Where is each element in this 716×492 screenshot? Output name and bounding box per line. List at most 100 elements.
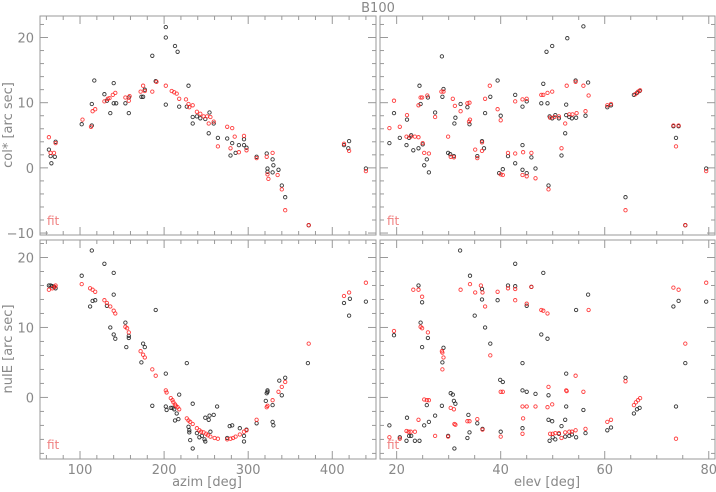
- fit-point: [264, 154, 269, 159]
- fit-point: [439, 89, 444, 94]
- observed-point: [241, 439, 247, 444]
- observed-point: [441, 86, 446, 92]
- fit-point: [177, 407, 182, 412]
- fit-point: [465, 419, 470, 424]
- fit-point: [279, 187, 284, 192]
- x-tick-label: 40: [492, 463, 509, 478]
- fit-point: [524, 301, 529, 306]
- fit-point: [605, 103, 610, 108]
- observed-point: [265, 388, 270, 393]
- observed-point: [452, 446, 457, 451]
- fit-point: [270, 150, 275, 156]
- observed-point: [163, 102, 168, 107]
- observed-point: [475, 421, 480, 426]
- observed-point: [417, 438, 422, 443]
- observed-point: [500, 167, 505, 172]
- fit-point: [547, 431, 553, 436]
- observed-point: [623, 375, 628, 380]
- fit-point: [450, 96, 455, 101]
- fit-point: [478, 283, 484, 288]
- observed-point: [520, 388, 525, 393]
- fit-point: [404, 428, 409, 434]
- fit-point: [495, 107, 500, 112]
- observed-point: [520, 360, 525, 366]
- fit-point: [556, 430, 562, 436]
- observed-point: [305, 360, 311, 366]
- observed-point: [207, 413, 212, 418]
- observed-point: [559, 423, 564, 429]
- fit-point: [559, 435, 564, 441]
- fit-point: [581, 389, 586, 394]
- observed-point: [163, 35, 168, 40]
- fit-point: [53, 283, 58, 288]
- observed-point: [230, 423, 235, 428]
- observed-point: [608, 425, 614, 430]
- fit-point: [190, 103, 195, 108]
- observed-point: [488, 341, 493, 346]
- fit-point: [194, 426, 200, 431]
- fit-point: [567, 429, 572, 434]
- observed-point: [270, 402, 275, 408]
- observed-point: [498, 377, 503, 383]
- observed-point: [225, 136, 230, 141]
- observed-point: [546, 417, 551, 422]
- series-fit: [387, 280, 709, 441]
- fit-point: [498, 118, 503, 123]
- fit-point: [550, 89, 555, 94]
- observed-point: [90, 298, 95, 304]
- series-observed: [46, 24, 369, 228]
- observed-point: [533, 391, 538, 397]
- fit-point: [569, 429, 575, 434]
- observed-point: [172, 43, 178, 49]
- fit-point: [683, 341, 688, 346]
- observed-point: [206, 131, 211, 136]
- observed-point: [550, 43, 555, 49]
- fit-point: [498, 172, 503, 177]
- fit-point: [51, 150, 57, 156]
- observed-point: [488, 94, 493, 99]
- observed-point: [453, 401, 458, 406]
- fit-point: [53, 140, 58, 146]
- fit-point: [306, 341, 311, 346]
- fit-point: [480, 290, 485, 295]
- observed-point: [546, 393, 551, 398]
- observed-point: [228, 153, 233, 158]
- observed-point: [108, 325, 113, 330]
- fit-point: [583, 109, 588, 114]
- observed-point: [498, 113, 503, 118]
- fit-point: [190, 421, 195, 427]
- observed-point: [126, 335, 131, 341]
- fit-point: [254, 155, 259, 161]
- observed-point: [448, 152, 453, 157]
- fit-point: [270, 398, 275, 403]
- fit-point: [404, 112, 410, 118]
- observed-point: [163, 371, 168, 376]
- observed-point: [581, 24, 586, 29]
- observed-point: [387, 423, 392, 428]
- observed-point: [426, 419, 432, 425]
- fit-point: [500, 172, 505, 178]
- observed-point: [416, 283, 421, 288]
- observed-point: [346, 146, 351, 151]
- fit-point: [406, 429, 411, 434]
- fit-point: [533, 176, 538, 181]
- observed-point: [346, 313, 352, 318]
- observed-point: [432, 110, 438, 115]
- fit-point: [505, 286, 511, 291]
- observed-point: [583, 113, 588, 118]
- observed-point: [524, 303, 529, 308]
- fit-point: [432, 114, 438, 120]
- fit-point: [500, 389, 505, 394]
- observed-point: [404, 438, 409, 443]
- observed-point: [417, 83, 422, 88]
- observed-point: [111, 292, 116, 297]
- observed-point: [89, 101, 94, 107]
- observed-point: [270, 157, 275, 162]
- y-tick-label: 20: [17, 32, 34, 47]
- plot-frame: [39, 15, 377, 236]
- fit-point: [397, 124, 402, 129]
- fit-point: [123, 95, 128, 100]
- fit-point: [204, 114, 210, 119]
- series-observed: [387, 24, 709, 228]
- fit-point: [631, 402, 637, 408]
